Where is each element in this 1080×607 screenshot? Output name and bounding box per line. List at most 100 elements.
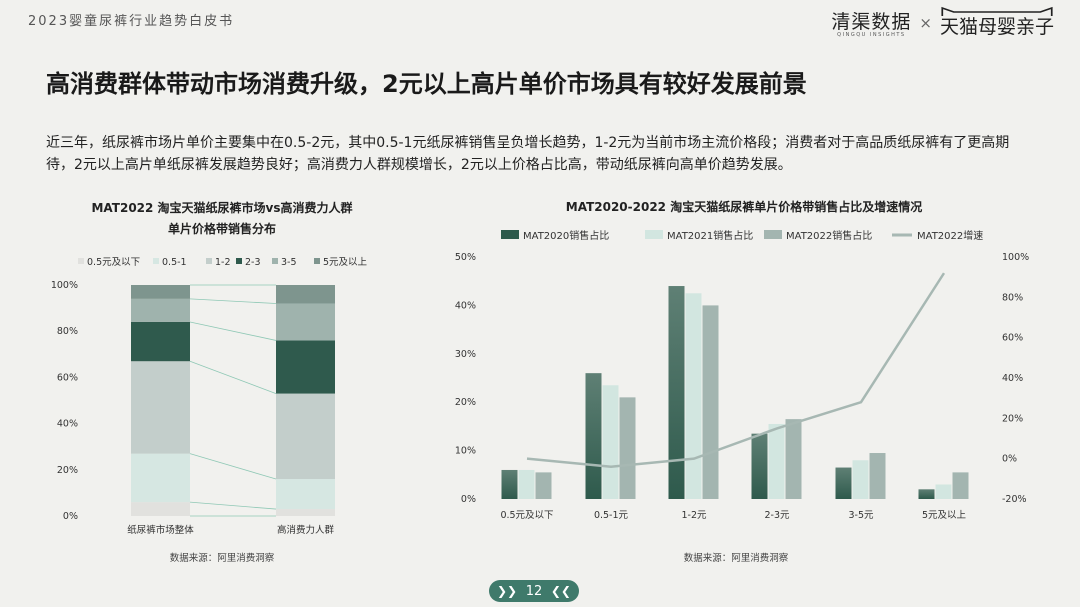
bar [952,472,969,499]
growth-line [526,272,946,468]
bar [585,373,602,499]
chevron-double-left-icon[interactable]: ❮❮ [550,584,571,598]
report-header-title: 2023婴童尿裤行业趋势白皮书 [28,14,235,29]
tmall-logo: 天猫母婴亲子 [940,6,1054,39]
tmall-cat-ears-icon [941,6,1053,16]
brand-separator: × [919,13,932,32]
legend-label: 2-3 [245,257,261,268]
stacked-bar-segment [276,393,335,480]
y-tick-label: 100% [51,280,78,291]
segment-connector-line [189,298,277,304]
stacked-bar-segment [131,321,190,362]
bar [835,467,852,499]
bar [685,293,702,499]
legend-label: 3-5 [281,257,297,268]
x-category-label: 3-5元 [848,510,874,521]
pagination: ❯❯ 12 ❮❮ [489,580,579,602]
y-right-tick-label: 0% [1002,454,1017,465]
stacked-bar-segment [131,502,190,516]
stacked-bar-segment [131,298,190,322]
x-category-label: 高消费力人群 [277,524,335,536]
y-left-tick-label: 30% [455,349,476,360]
legend-swatch [153,258,159,264]
stacked-bar-segment [276,285,335,304]
legend-label: MAT2021销售占比 [667,229,753,242]
bar [918,489,935,499]
legend-swatch [645,230,663,239]
qingqu-logo-subtext: QINGQU INSIGHTS [837,32,906,38]
bar [501,469,518,499]
legend-swatch [78,258,84,264]
y-right-tick-label: 20% [1002,413,1023,424]
legend-label: 1-2 [215,257,231,268]
legend-label: 0.5-1 [162,257,187,268]
legend-label: 5元及以上 [323,257,368,268]
y-right-tick-label: -20% [1002,494,1027,505]
x-category-label: 0.5元及以下 [500,510,553,521]
bar [768,423,785,499]
stacked-bar-segment [131,361,190,454]
chart-title: MAT2022 淘宝天猫纸尿裤市场vs高消费力人群 [91,200,352,215]
intro-paragraph: 近三年，纸尿裤市场片单价主要集中在0.5-2元，其中0.5-1元纸尿裤销售呈负增… [46,135,1010,173]
bar [751,433,768,499]
segment-connector-line [189,360,277,394]
bar [702,305,719,499]
brand-logos: 清渠数据 QINGQU INSIGHTS × 天猫母婴亲子 [831,6,1054,39]
legend-label: 0.5元及以下 [87,257,140,268]
data-source: 数据来源：阿里消费洞察 [684,552,789,564]
y-right-tick-label: 60% [1002,333,1023,344]
y-tick-label: 20% [57,465,78,476]
legend-swatch [501,230,519,239]
qingqu-logo: 清渠数据 QINGQU INSIGHTS [831,7,911,38]
bar [518,469,535,499]
bar [935,484,952,499]
stacked-bar-segment [131,453,190,503]
bar [602,385,619,499]
y-tick-label: 80% [57,326,78,337]
data-source: 数据来源：阿里消费洞察 [170,552,275,564]
legend-swatch [314,258,320,264]
x-category-label: 0.5-1元 [594,510,629,521]
qingqu-logo-text: 清渠数据 [831,11,912,33]
y-left-tick-label: 10% [455,446,476,457]
legend-swatch [236,258,242,264]
legend-label: MAT2022销售占比 [786,229,872,242]
y-left-tick-label: 40% [455,300,476,311]
segment-connector-line [189,453,277,480]
stacked-bar-segment [276,340,335,394]
segment-connector-line [189,321,277,341]
stacked-bar-segment [276,479,335,510]
page-number: 12 [525,583,543,599]
legend-label: MAT2020销售占比 [523,229,609,242]
y-tick-label: 60% [57,372,78,383]
x-category-label: 2-3元 [764,510,790,521]
y-tick-label: 40% [57,419,78,430]
x-category-label: 纸尿裤市场整体 [127,524,194,536]
y-right-tick-label: 80% [1002,292,1023,303]
bar [619,397,636,499]
y-right-tick-label: 40% [1002,373,1023,384]
stacked-bar-segment [131,285,190,299]
segment-connector-line [189,501,277,510]
bar [852,460,869,499]
y-left-tick-label: 50% [455,252,476,263]
stacked-bar-segment [276,509,335,516]
y-tick-label: 0% [63,511,78,522]
chart-subtitle: 单片价格带销售分布 [168,221,276,236]
stacked-bar-segment [276,303,335,341]
legend-swatch [764,230,782,239]
y-left-tick-label: 20% [455,397,476,408]
legend-swatch [272,258,278,264]
x-category-label: 1-2元 [681,510,707,521]
legend-label: MAT2022增速 [917,229,983,242]
combo-bar-line-chart: MAT2020-2022 淘宝天猫纸尿裤单片价格带销售占比及增速情况 MAT202… [455,199,1029,564]
bar [668,286,685,499]
tmall-logo-text: 天猫母婴亲子 [939,16,1054,38]
chart-title: MAT2020-2022 淘宝天猫纸尿裤单片价格带销售占比及增速情况 [566,199,922,214]
x-category-label: 5元及以上 [922,510,967,521]
chevron-double-right-icon[interactable]: ❯❯ [497,584,518,598]
legend-swatch [206,258,212,264]
y-left-tick-label: 0% [461,494,476,505]
bar [535,472,552,499]
